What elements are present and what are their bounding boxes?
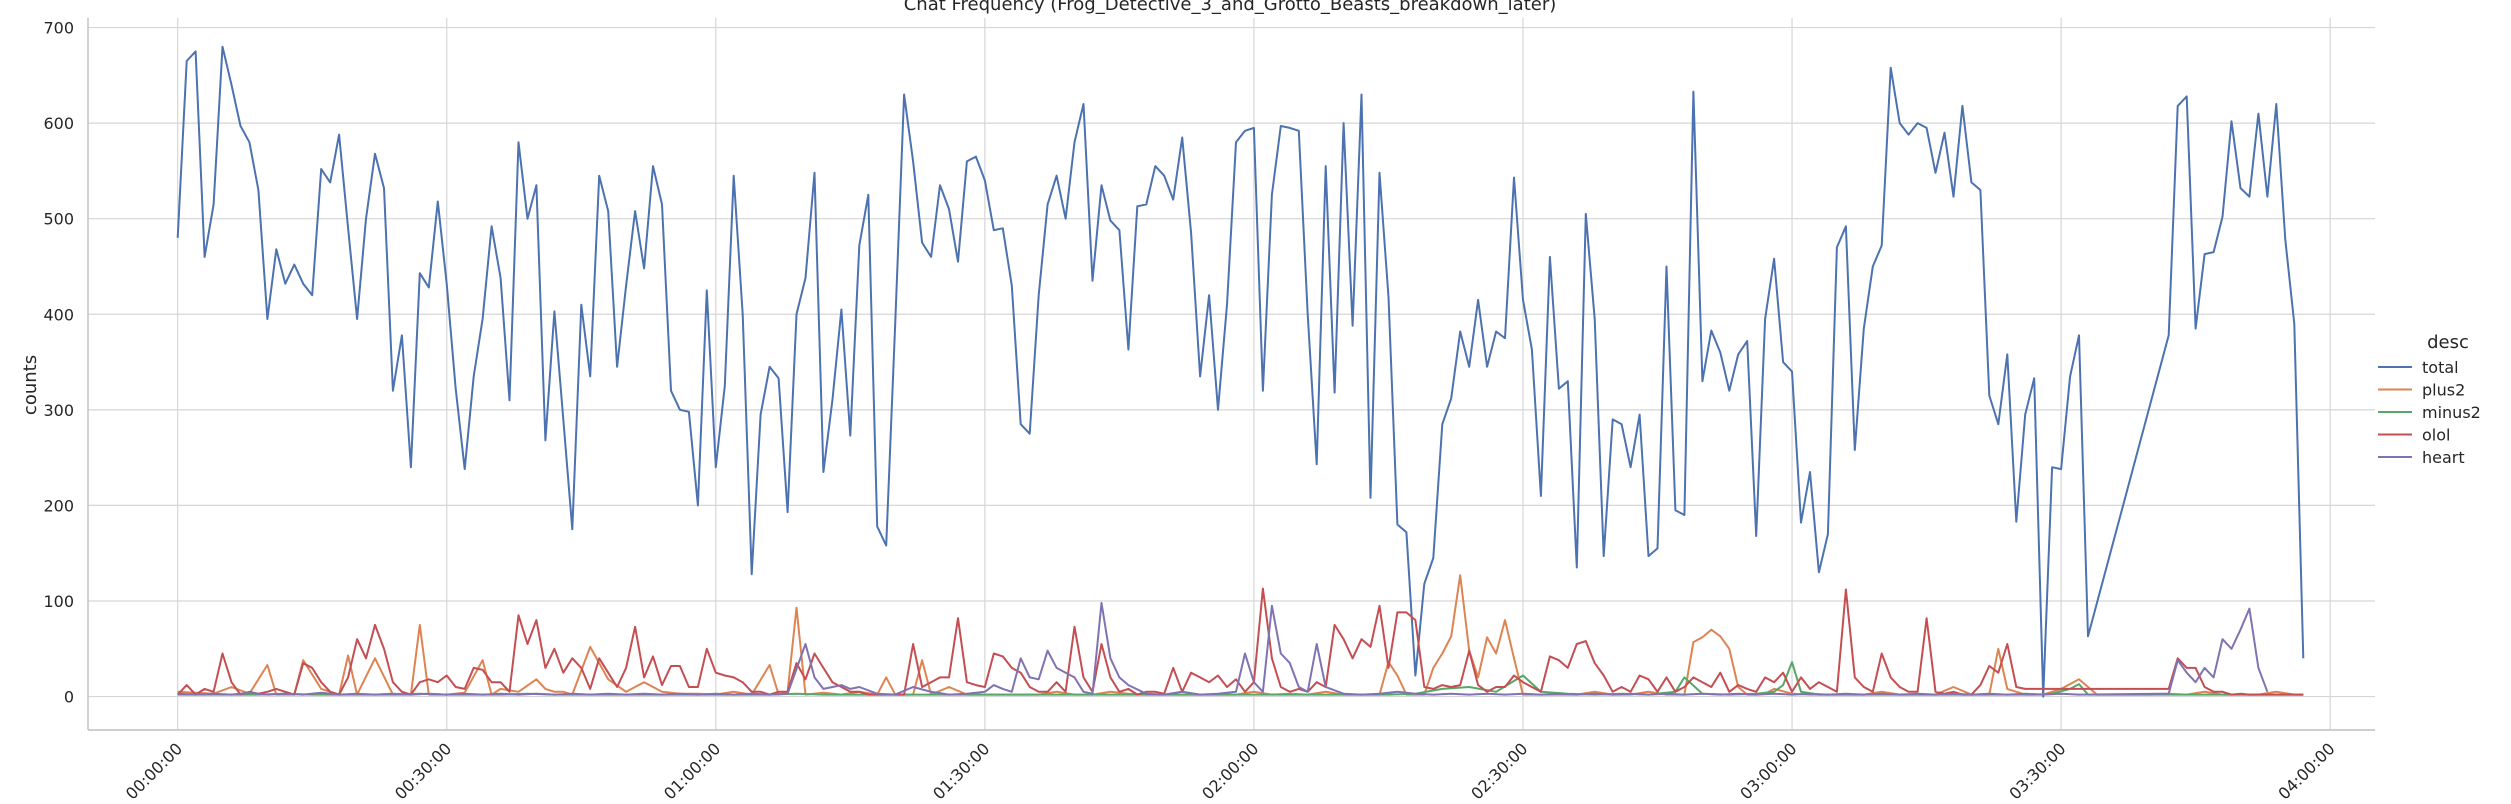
legend-label-heart: heart <box>2422 448 2465 467</box>
y-axis-label: counts <box>20 355 41 415</box>
y-tick-label: 200 <box>43 496 74 515</box>
legend: desc total plus2 minus2 olol heart <box>2378 332 2481 467</box>
y-tick-label: 600 <box>43 114 74 133</box>
y-tick-label: 400 <box>43 305 74 324</box>
axes-spines <box>87 18 2375 731</box>
series-line-heart <box>177 601 2269 696</box>
x-tick-label: 00:00:00 <box>122 739 186 800</box>
y-tick-label: 0 <box>64 688 74 707</box>
x-tick-label: 03:30:00 <box>2005 739 2069 800</box>
series-line-olol <box>176 587 2304 696</box>
series-lines <box>176 45 2305 698</box>
y-tick-label: 100 <box>43 592 74 611</box>
legend-title: desc <box>2427 332 2469 353</box>
legend-label-minus2: minus2 <box>2422 403 2481 422</box>
x-tick-label: 00:30:00 <box>391 739 455 800</box>
y-tick-label: 300 <box>43 401 74 420</box>
chart-title: Chat Frequency (Frog_Detective_3_and_Gro… <box>904 0 1557 15</box>
x-tick-label: 01:30:00 <box>929 739 993 800</box>
series-line-total <box>176 45 2305 698</box>
legend-label-total: total <box>2422 358 2459 377</box>
x-tick-label: 02:00:00 <box>1198 739 1262 800</box>
y-tick-label: 500 <box>43 210 74 229</box>
x-tick-label: 01:00:00 <box>660 739 724 800</box>
x-tick-label: 03:00:00 <box>1736 739 1800 800</box>
legend-label-olol: olol <box>2422 426 2450 445</box>
y-tick-label: 700 <box>43 19 74 38</box>
grid <box>88 18 2375 730</box>
x-tick-label: 02:30:00 <box>1467 739 1531 800</box>
legend-label-plus2: plus2 <box>2422 381 2465 400</box>
x-tick-label: 04:00:00 <box>2274 739 2338 800</box>
